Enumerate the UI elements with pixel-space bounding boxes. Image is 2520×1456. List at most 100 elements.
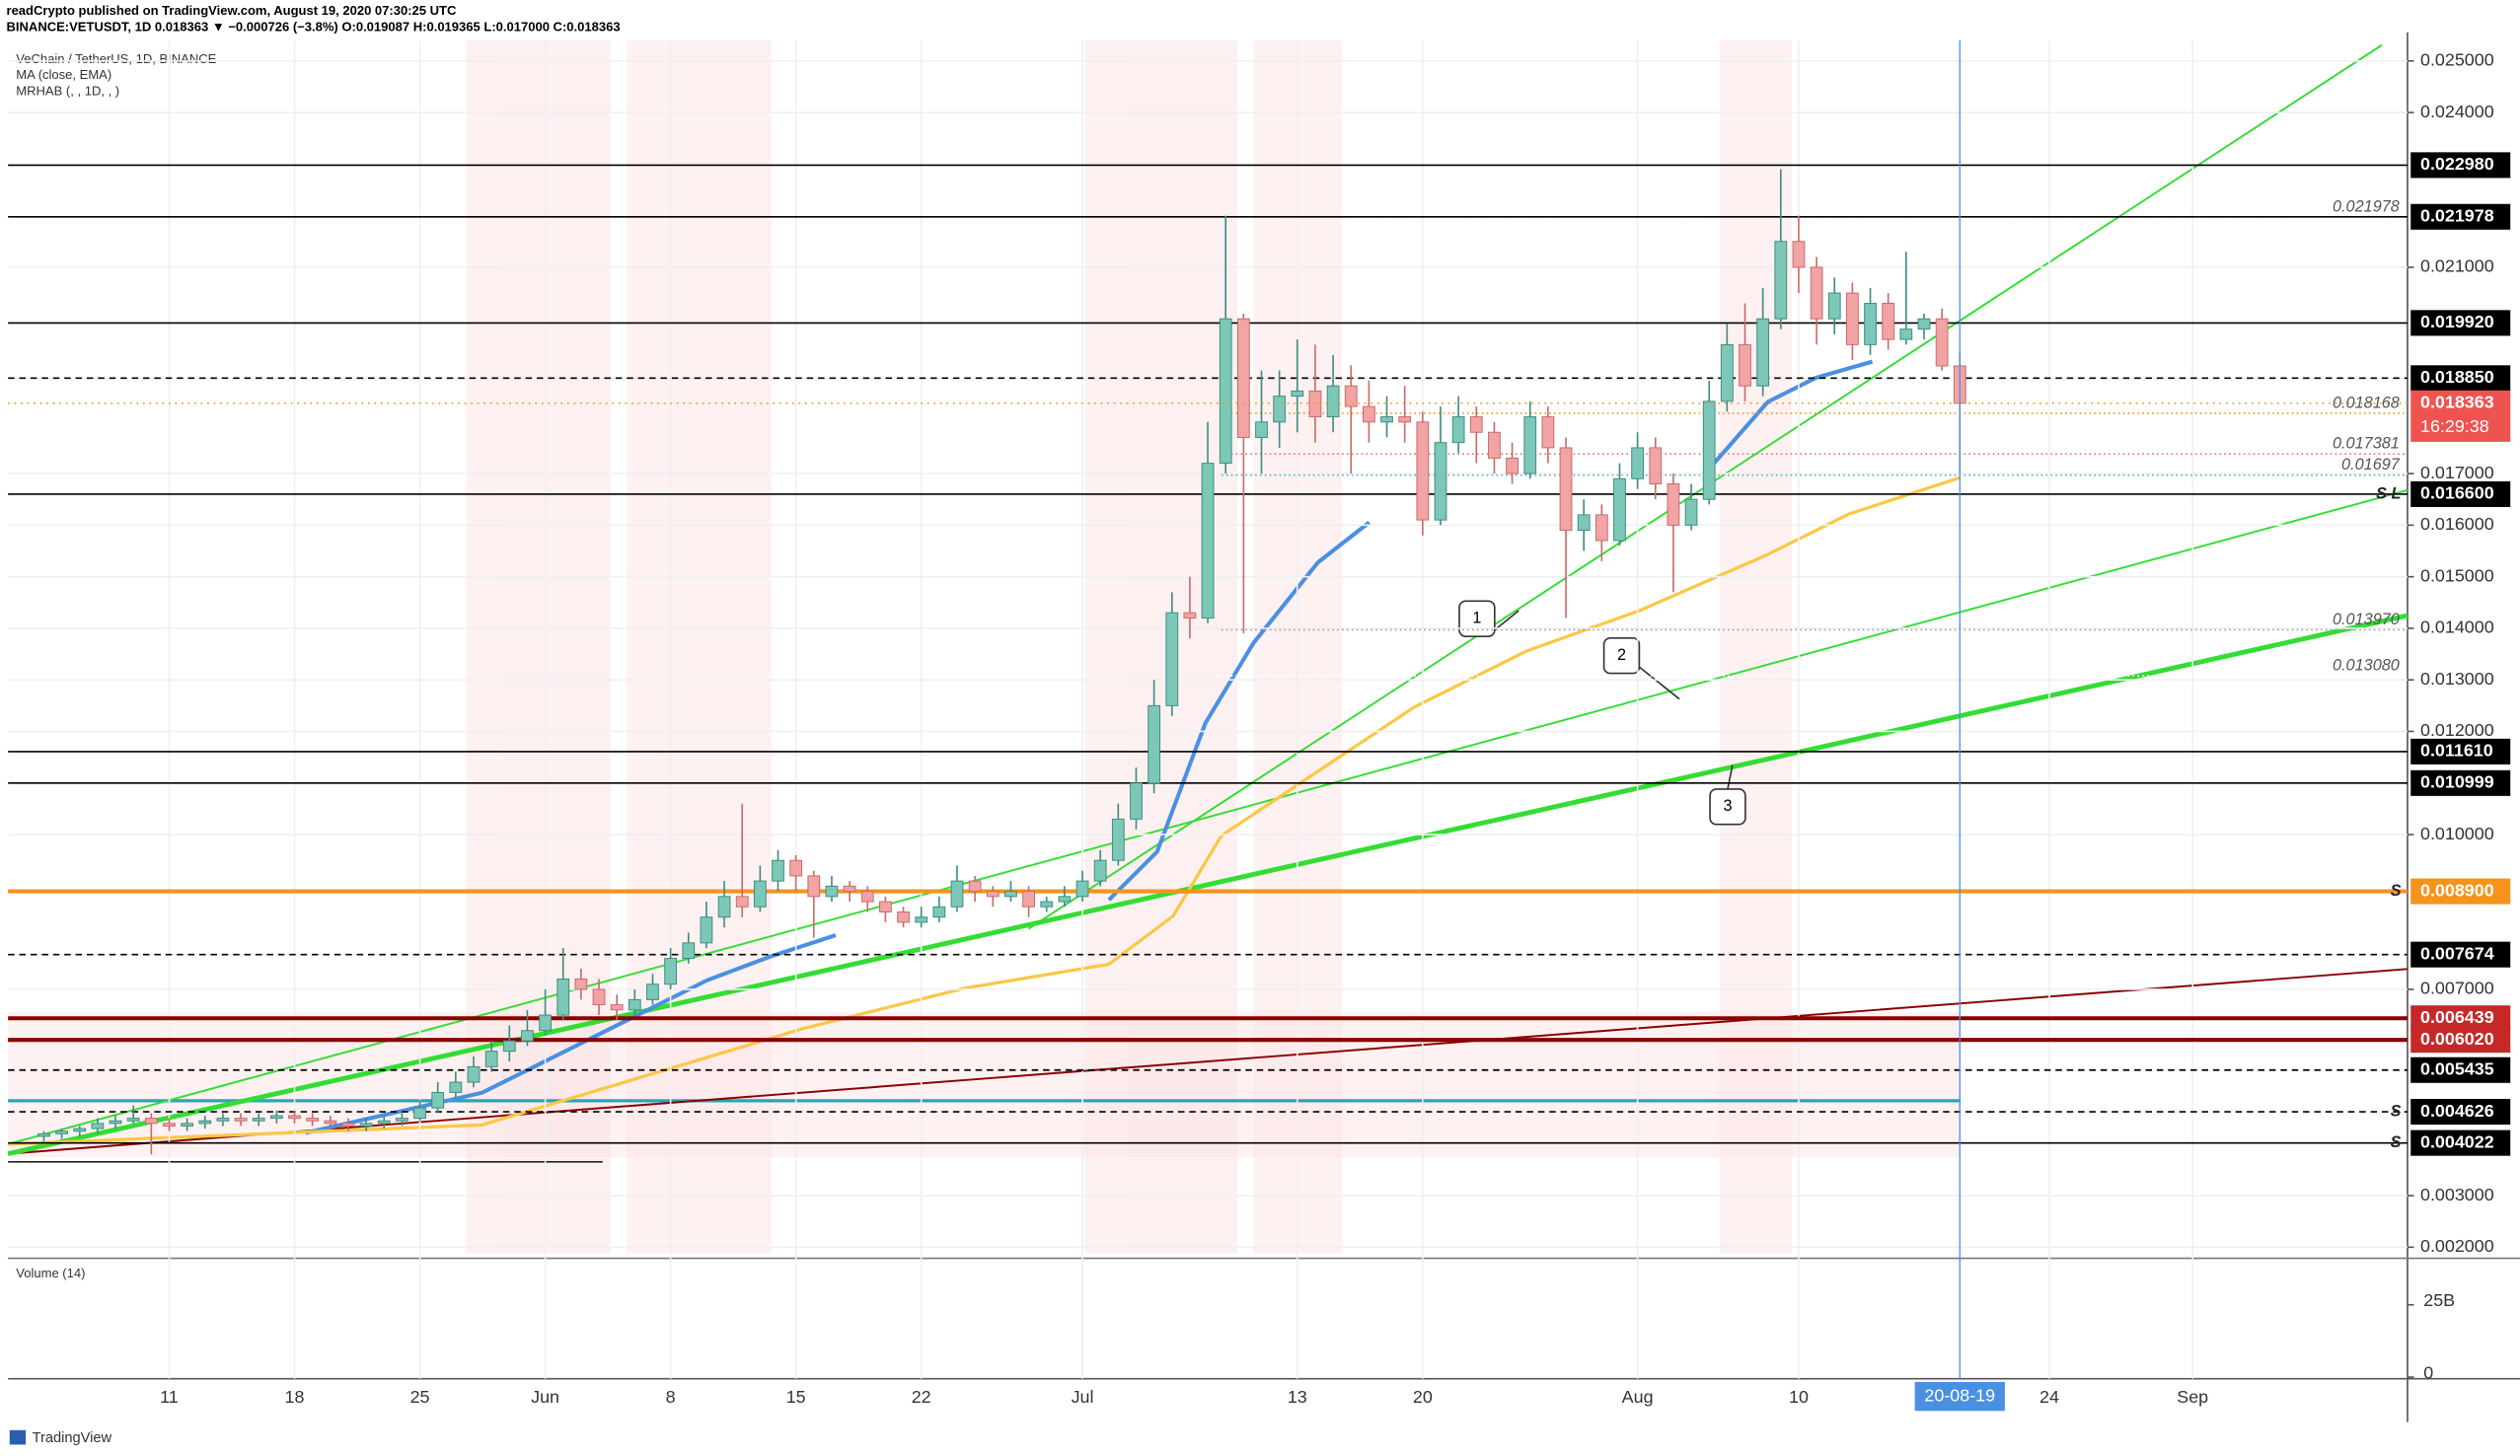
x-tick-label: Sep <box>2177 1387 2208 1407</box>
candle-body <box>950 880 964 908</box>
candle-body <box>1451 416 1465 444</box>
level-tag: S <box>2391 1102 2402 1120</box>
candle-body <box>1201 463 1215 619</box>
x-tick-label: 22 <box>912 1387 931 1407</box>
candle-body <box>574 978 588 990</box>
candle-body <box>1075 880 1089 898</box>
candle-body <box>735 896 749 908</box>
candle-body <box>37 1132 50 1137</box>
candle-body <box>1810 266 1823 320</box>
candle-body <box>269 1115 283 1120</box>
candle-body <box>1649 447 1663 485</box>
candle-body <box>1917 318 1931 330</box>
publisher: readCrypto published on TradingView.com,… <box>7 3 458 18</box>
candle-body <box>1577 514 1591 532</box>
candle-body <box>1416 421 1430 521</box>
countdown: 16:29:38 <box>2420 416 2489 436</box>
candle-body <box>1702 400 1716 500</box>
candle-body <box>1613 477 1626 542</box>
ema-line <box>8 475 1962 1146</box>
level-box <box>2410 1005 2511 1032</box>
candle-body <box>879 901 892 912</box>
level-box <box>2410 941 2511 968</box>
y-tick-label: 0.007000 <box>2420 979 2494 998</box>
level-box <box>2410 738 2511 764</box>
level-label: 0.021978 <box>2420 206 2494 226</box>
candle-body <box>700 916 713 944</box>
fib-label: 0.021978 <box>2333 197 2400 215</box>
last-price-box <box>2410 390 2511 442</box>
level-box <box>2410 769 2511 796</box>
candle-body <box>968 880 982 893</box>
candle-body <box>646 983 659 1000</box>
level-label: 0.018850 <box>2420 367 2494 387</box>
candle-body <box>1093 859 1107 882</box>
candle-body <box>1827 292 1841 320</box>
candle-body <box>359 1123 373 1127</box>
candle-body <box>449 1081 463 1093</box>
candle-body <box>1667 483 1680 526</box>
candle-body <box>664 958 678 985</box>
candle-body <box>521 1030 534 1042</box>
candle-body <box>181 1123 194 1127</box>
candle-body <box>1899 328 1913 340</box>
chart-title: VeChain / TetherUS, 1D, BINANCE <box>16 51 216 66</box>
candle-body <box>1864 303 1877 345</box>
level-tag: S <box>2391 1133 2402 1151</box>
candle-body <box>198 1120 212 1125</box>
candle-body <box>377 1120 391 1125</box>
candle-body <box>341 1123 355 1127</box>
candle-body <box>1183 612 1197 619</box>
level-box <box>2410 1027 2511 1054</box>
y-tick-label: 0.003000 <box>2420 1185 2494 1204</box>
candle-body <box>772 859 784 882</box>
level-box <box>2410 310 2511 336</box>
candle-body <box>216 1118 230 1122</box>
candle-body <box>1541 416 1555 449</box>
annotation: 1 <box>1472 610 1481 627</box>
y-tick-label: 0.021000 <box>2420 256 2494 276</box>
y-tick-label: 0.016000 <box>2420 514 2494 534</box>
candle-body <box>1004 891 1017 898</box>
level-label: 0.004022 <box>2420 1131 2494 1151</box>
candle-body <box>1488 431 1501 459</box>
candle-body <box>807 875 821 898</box>
candle-body <box>1291 390 1304 398</box>
candle-body <box>860 891 874 903</box>
trend-line <box>7 613 2409 1157</box>
x-tick-label: 11 <box>160 1387 179 1407</box>
x-tick-label: 24 <box>2039 1387 2059 1407</box>
candle-body <box>717 896 731 918</box>
candle-body <box>91 1123 105 1129</box>
y-tick-label: 0.024000 <box>2420 102 2494 121</box>
level-box <box>2410 480 2511 508</box>
x-tick-label: 25 <box>410 1387 430 1407</box>
header-bar <box>0 0 2520 33</box>
ema-line <box>305 359 1874 1135</box>
brand: TradingView <box>33 1430 112 1446</box>
level-tag: S <box>2391 882 2402 900</box>
candle-body <box>163 1123 176 1127</box>
level-box <box>2410 1129 2511 1156</box>
level-box <box>2410 1099 2511 1126</box>
candle-body <box>1594 514 1608 542</box>
level-label: 0.006439 <box>2420 1007 2494 1027</box>
indicator: MA (close, EMA) <box>16 67 111 82</box>
candle-body <box>1236 318 1250 438</box>
candle-body <box>126 1118 140 1122</box>
quote: BINANCE:VETUSDT, 1D 0.018363 ▼ −0.000726… <box>7 19 621 34</box>
candle-body <box>1255 421 1268 438</box>
y-tick-label: 0.025000 <box>2420 50 2494 70</box>
candle-body <box>1219 318 1232 465</box>
candle-body <box>1398 416 1412 423</box>
x-tick-label: Jun <box>531 1387 559 1407</box>
candle-body <box>556 978 570 1016</box>
candle-body <box>1111 818 1125 861</box>
level-box <box>2410 152 2511 179</box>
brand-logo <box>9 1429 27 1445</box>
candle-body <box>1363 405 1375 423</box>
candle-body <box>1040 901 1054 908</box>
y-tick-label: 0.010000 <box>2420 824 2494 843</box>
candle-body <box>1506 457 1519 474</box>
